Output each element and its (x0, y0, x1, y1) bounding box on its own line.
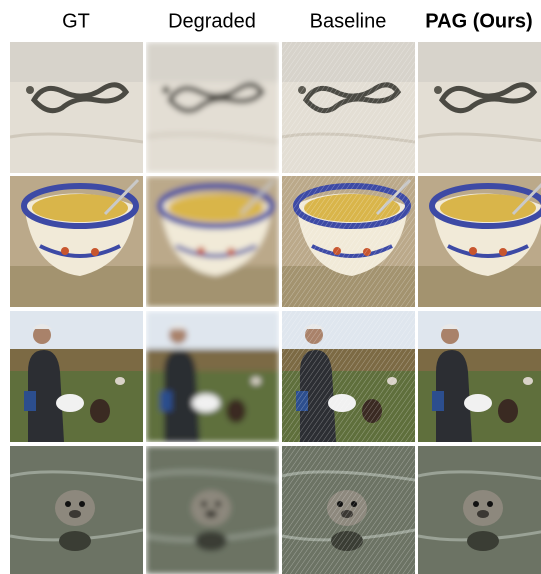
image-cell (282, 176, 415, 307)
page: GT Degraded Baseline PAG (Ours) (() => {… (0, 0, 541, 574)
image-cell (10, 446, 143, 574)
photo (10, 311, 143, 442)
photo (418, 42, 541, 173)
image-cell (146, 176, 279, 307)
photo (10, 42, 143, 173)
column-headers: GT Degraded Baseline PAG (Ours) (62, 10, 533, 32)
photo (146, 176, 279, 307)
image-cell (146, 42, 279, 173)
photo (10, 176, 143, 307)
photo (146, 42, 279, 173)
image-cell (282, 446, 415, 574)
image-cell (146, 311, 279, 442)
photo (10, 446, 143, 574)
image-cell (282, 311, 415, 442)
image-cell (10, 311, 143, 442)
artifact-overlay (282, 446, 415, 574)
artifact-overlay (282, 176, 415, 307)
image-cell (10, 176, 143, 307)
artifact-overlay (282, 311, 415, 442)
column-header: PAG (Ours) (425, 10, 532, 32)
artifact-overlay (282, 42, 415, 173)
image-cell (418, 176, 541, 307)
photo (146, 446, 279, 574)
column-header: Baseline (310, 10, 387, 32)
image-cell (10, 42, 143, 173)
photo (146, 311, 279, 442)
photo (418, 311, 541, 442)
image-cell (418, 42, 541, 173)
image-cell (282, 42, 415, 173)
column-header: Degraded (168, 10, 256, 32)
column-header: GT (62, 10, 90, 32)
image-cell (146, 446, 279, 574)
image-cell (418, 446, 541, 574)
image-grid (10, 42, 541, 574)
photo (418, 176, 541, 307)
figure: GT Degraded Baseline PAG (Ours) (0, 0, 541, 574)
image-cell (418, 311, 541, 442)
photo (418, 446, 541, 574)
